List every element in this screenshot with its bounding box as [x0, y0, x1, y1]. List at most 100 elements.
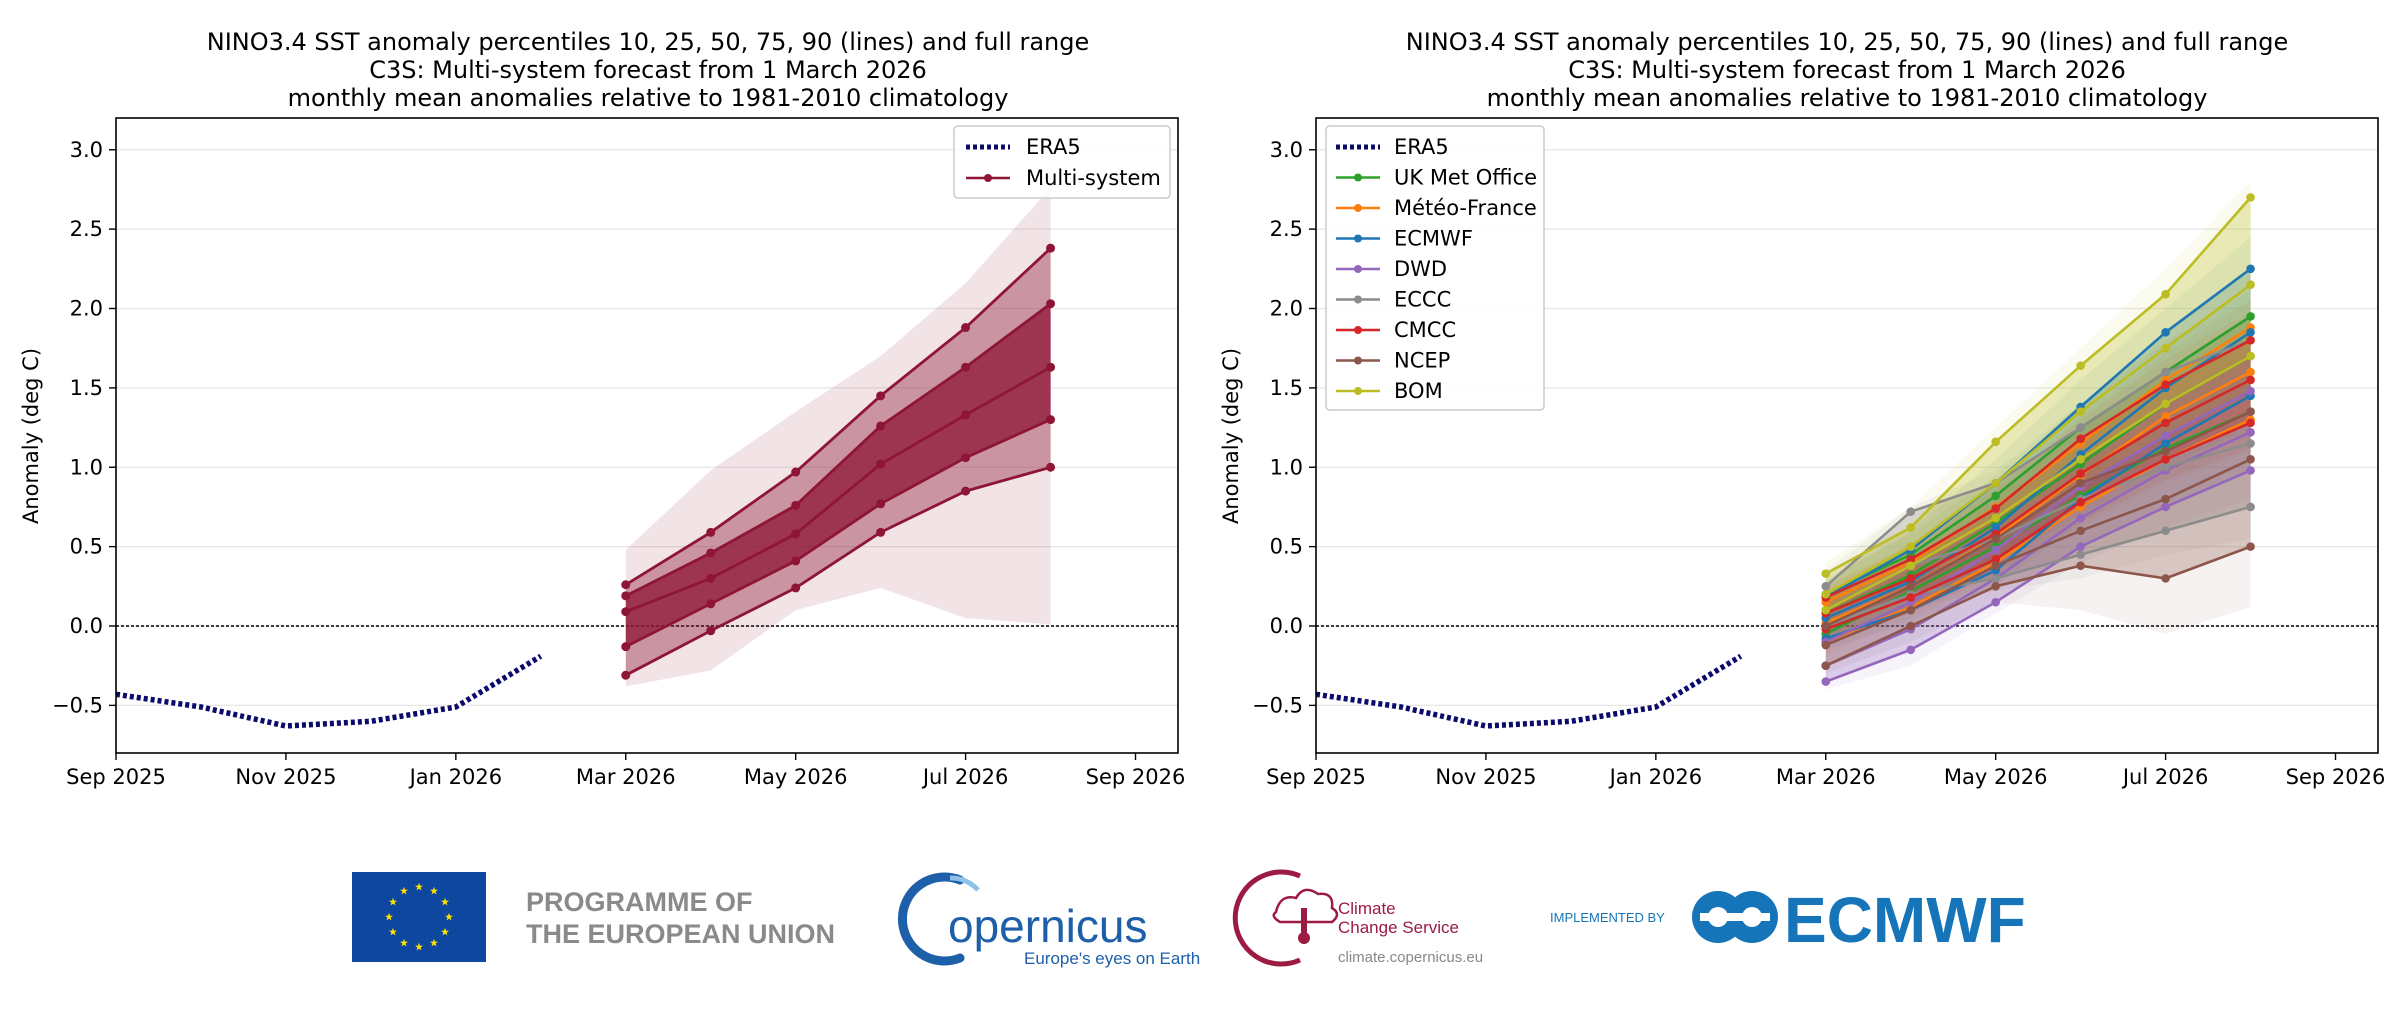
legend-marker-cmcc [1354, 326, 1362, 334]
legend-label-dwd: DWD [1394, 257, 1447, 281]
y-tick-label: 2.0 [70, 297, 103, 321]
data-point-ncep [2076, 526, 2085, 536]
x-tick-label: Nov 2025 [235, 765, 336, 789]
y-tick-label: 0.0 [1270, 614, 1303, 638]
eu-programme-line-1: PROGRAMME OF [526, 887, 753, 917]
data-point-bom [2161, 289, 2170, 299]
data-point-eccc [1906, 507, 1916, 516]
percentile-line-p75 [625, 302, 1052, 598]
x-tick-label: Mar 2026 [576, 765, 676, 789]
data-point-ncep [2076, 478, 2085, 488]
chart-title-line-2: C3S: Multi-system forecast from 1 March … [369, 56, 927, 84]
data-point-p25 [961, 453, 971, 463]
data-point-eccc [2161, 526, 2170, 536]
data-point-dwd [2161, 502, 2170, 512]
data-point-cmcc [1906, 593, 1916, 602]
data-point-dwd [1991, 545, 2000, 555]
data-point-ncep [1906, 621, 1916, 631]
c3s-line-1: Climate [1338, 899, 1396, 918]
x-tick-label: Mar 2026 [1776, 765, 1876, 789]
data-point-p50 [1046, 362, 1056, 372]
x-tick-label: Sep 2026 [1086, 765, 1186, 789]
data-point-ncep [1991, 534, 2000, 543]
plot-area: −0.5 0.0 0.5 1.0 1.5 2.0 2.5 3.0 Sep 2025 Nov 202… [52, 117, 1186, 789]
data-point-bom [1906, 523, 1916, 532]
plot-area: −0.5 0.0 0.5 1.0 1.5 2.0 2.5 3.0 Sep 2025 Nov 202… [1252, 117, 2385, 789]
eu-programme-line-2: THE EUROPEAN UNION [526, 919, 835, 949]
eu-star [415, 882, 423, 891]
data-point-cmcc [2076, 434, 2085, 443]
full-range-band-dwd [1825, 364, 2251, 690]
data-point-p10 [961, 486, 971, 496]
y-tick-label: 2.5 [1270, 217, 1303, 241]
data-point-cmcc [1991, 504, 2000, 513]
data-point-eccc [2076, 550, 2085, 559]
data-point-dwd [2076, 542, 2085, 551]
copernicus-wordmark: opernicus [948, 900, 1147, 952]
data-point-p75 [961, 362, 971, 372]
data-point-dwd [1906, 645, 1916, 655]
chart-title-line-2: C3S: Multi-system forecast from 1 March … [1568, 56, 2126, 84]
ecmwf-wordmark: ECMWF [1784, 884, 2026, 956]
data-point-ncep [2161, 447, 2170, 456]
data-point-bom [1821, 569, 1831, 578]
eu-star [430, 938, 438, 947]
data-point-p90 [1046, 243, 1056, 253]
data-point-p75 [791, 500, 801, 510]
chart-legend: ERA5 UK Met Office Météo-France ECMWF DWD ECC… [1325, 125, 1545, 411]
y-tick-label: 1.5 [1270, 376, 1303, 400]
c3s-url: climate.copernicus.eu [1338, 949, 1483, 966]
data-point-ncep [1821, 640, 1831, 650]
y-tick-label: 0.5 [1270, 535, 1303, 559]
x-tick-label: Nov 2025 [1435, 765, 1536, 789]
data-point-ecmwf [2246, 328, 2255, 337]
data-point-eccc [2246, 439, 2255, 448]
x-tick-label: May 2026 [744, 765, 848, 789]
series-line-bom-p90 [1825, 196, 2252, 575]
y-axis-label: Anomaly (deg C) [1219, 348, 1243, 524]
eu-star [430, 886, 438, 895]
data-point-p10 [1046, 462, 1056, 472]
data-point-ncep [2161, 494, 2170, 504]
data-point-p90 [791, 467, 801, 477]
y-tick-label: 1.0 [1270, 455, 1303, 479]
x-tick-label: Jul 2026 [2121, 765, 2208, 789]
y-tick-label: 0.0 [70, 614, 103, 638]
legend-frame [953, 125, 1171, 199]
series-line-cmcc-p10 [1825, 421, 2252, 631]
x-tick-label: Jul 2026 [921, 765, 1008, 789]
data-point-p10 [791, 583, 801, 593]
data-point-p75 [621, 591, 631, 601]
legend-label-era5: ERA5 [1394, 135, 1449, 159]
data-point-ncep [1821, 661, 1831, 670]
x-tick-label: Jan 2026 [408, 765, 503, 789]
eu-star [441, 897, 449, 906]
data-point-bom [2076, 361, 2085, 370]
x-tick-label: Sep 2025 [1266, 765, 1366, 789]
data-point-bom [2246, 351, 2255, 361]
eu-star [400, 886, 408, 895]
series-line-eccc-p10 [1825, 505, 2251, 628]
legend-label-meteo-france: Météo-France [1394, 196, 1537, 220]
percentile-line-p50 [625, 365, 1052, 614]
data-point-ncep [1821, 621, 1831, 631]
eu-star [445, 912, 453, 921]
data-point-uk-met-office [1991, 491, 2000, 501]
data-point-eccc [2161, 367, 2170, 377]
chart-title-line-1: NINO3.4 SST anomaly percentiles 10, 25, … [1406, 28, 2289, 56]
data-point-cmcc [2246, 375, 2255, 385]
era5-line [115, 653, 543, 729]
data-point-p50 [621, 607, 631, 617]
data-point-eccc [1991, 574, 2000, 583]
percentile-line-p90 [625, 247, 1052, 586]
data-point-dwd [2161, 431, 2170, 440]
series-line-ncep-p50 [1825, 458, 2252, 647]
data-point-p75 [876, 421, 886, 431]
data-point-ncep [1906, 605, 1916, 615]
legend-label-eccc: ECCC [1394, 288, 1451, 312]
legend-marker-ncep [1354, 356, 1362, 365]
legend-marker-meteo-france [1354, 204, 1362, 212]
data-point-bom [2161, 399, 2170, 409]
data-point-bom [1991, 478, 2000, 488]
data-point-cmcc [2246, 335, 2255, 345]
